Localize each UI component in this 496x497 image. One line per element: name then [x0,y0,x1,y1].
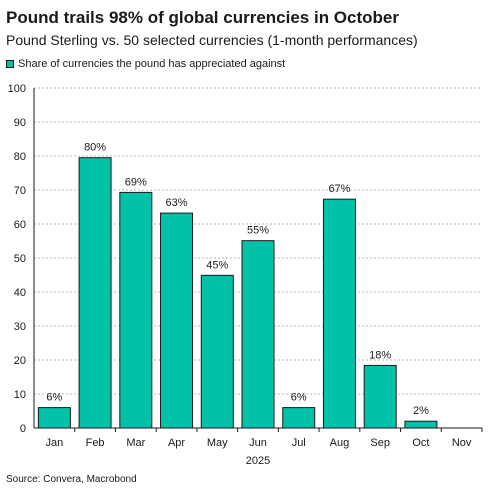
chart-title: Pound trails 98% of global currencies in… [6,8,399,27]
bar [404,420,438,429]
data-label: 6% [46,392,62,404]
data-label: 2% [413,405,429,417]
data-label: 69% [125,176,147,188]
x-tick-label: May [207,437,228,449]
y-tick-label: 60 [14,219,26,231]
bar [363,364,397,429]
legend: Share of currencies the pound has apprec… [6,58,285,70]
x-tick-label: Mar [126,437,145,449]
x-tick-label: Jun [249,437,267,449]
x-tick-label: Jul [292,437,306,449]
data-label: 18% [369,349,391,361]
x-tick-label: Oct [412,437,429,449]
bar [322,198,356,429]
y-tick-label: 40 [14,287,26,299]
bar [78,157,112,429]
bar [241,240,275,429]
chart-subtitle: Pound Sterling vs. 50 selected currencie… [6,32,418,48]
x-tick-label: Aug [330,437,350,449]
y-tick-label: 80 [14,151,26,163]
legend-swatch [6,60,14,68]
data-label: 45% [206,259,228,271]
bar [37,407,71,429]
data-label: 67% [328,183,350,195]
x-tick-label: Sep [370,437,390,449]
data-label: 63% [166,197,188,209]
x-tick-label: Apr [168,437,185,449]
y-tick-label: 10 [14,389,26,401]
y-tick-label: 0 [20,423,26,435]
source-note: Source: Convera, Macrobond [6,474,137,485]
y-tick-label: 20 [14,355,26,367]
data-label: 55% [247,225,269,237]
y-tick-label: 70 [14,185,26,197]
y-tick-label: 50 [14,253,26,265]
y-tick-label: 30 [14,321,26,333]
bar [119,191,153,429]
bar [282,407,316,429]
y-tick-label: 100 [8,83,26,95]
bar [200,274,234,429]
x-tick-label: Nov [452,437,472,449]
y-tick-label: 90 [14,117,26,129]
bar [160,212,194,429]
data-label: 6% [291,392,307,404]
x-axis-label: 2025 [246,455,270,467]
x-tick-label: Jan [45,437,63,449]
legend-label: Share of currencies the pound has apprec… [18,58,286,70]
data-label: 80% [84,142,106,154]
x-tick-label: Feb [86,437,105,449]
